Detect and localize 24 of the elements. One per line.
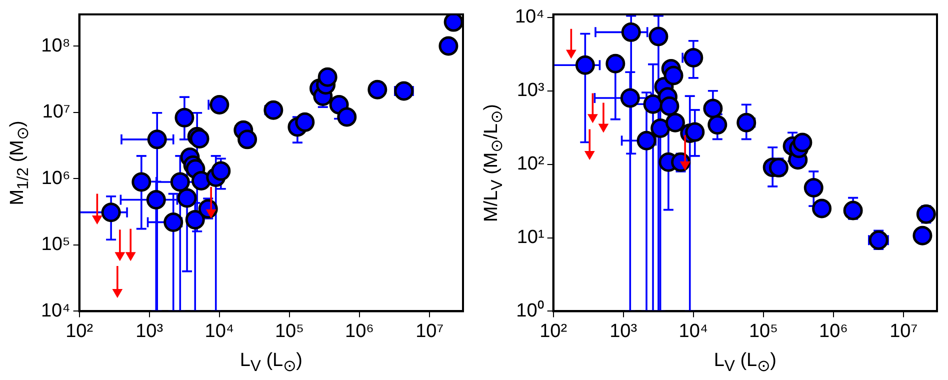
- x-tick-label: 10⁵: [274, 320, 304, 342]
- y-tick-label: 10²: [516, 154, 544, 175]
- x-tick-label: 10⁴: [204, 320, 234, 342]
- y-tick-label: 10⁵: [41, 234, 70, 256]
- x-axis-title: L$_{V}$ (L$_{⊙}$): [240, 350, 302, 376]
- y-tick-label: 10¹: [516, 226, 544, 248]
- x-tick-label: 10²: [66, 320, 94, 342]
- y-tick-label: 10⁴: [514, 6, 544, 28]
- x-tick-label: 10⁷: [416, 320, 444, 342]
- x-tick-label: 10⁴: [678, 320, 708, 342]
- x-tick-label: 10⁶: [819, 320, 848, 342]
- x-tick-label: 10⁵: [748, 320, 778, 342]
- y-tick-label: 10⁴: [40, 300, 70, 322]
- y-tick-label: 10⁰: [516, 299, 544, 322]
- y-tick-label: 10³: [516, 80, 544, 102]
- y-tick-label: 10⁶: [41, 168, 70, 189]
- x-tick-label: 10⁶: [345, 320, 374, 342]
- y-tick-label: 10⁷: [42, 102, 70, 123]
- x-tick-label: 10³: [610, 320, 638, 342]
- x-axis-title: L$_{V}$ (L$_{⊙}$): [714, 350, 776, 376]
- x-tick-label: 10⁷: [890, 320, 918, 342]
- x-tick-label: 10³: [136, 320, 164, 342]
- x-tick-label: 10²: [540, 320, 568, 342]
- y-tick-label: 10⁸: [41, 35, 70, 56]
